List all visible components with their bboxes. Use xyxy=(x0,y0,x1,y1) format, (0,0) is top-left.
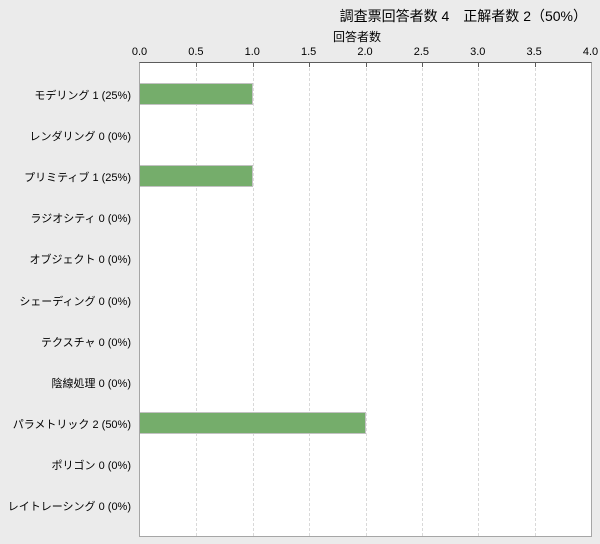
x-tick-mark xyxy=(421,63,423,67)
category-label: テクスチャ 0 (0%) xyxy=(40,336,131,349)
gridline xyxy=(534,63,536,536)
category-label: ポリゴン 0 (0%) xyxy=(51,460,131,473)
x-tick-label: 0.5 xyxy=(188,46,204,58)
x-tick-label: 3.0 xyxy=(470,46,486,58)
gridline xyxy=(252,63,254,536)
x-tick-mark xyxy=(309,63,311,67)
x-tick-mark xyxy=(252,63,254,67)
x-tick-mark xyxy=(478,63,480,67)
bar-モデリング xyxy=(140,82,253,105)
gridline xyxy=(365,63,367,536)
gridline xyxy=(309,63,311,536)
gridline xyxy=(478,63,480,536)
bar-パラメトリック xyxy=(140,412,366,435)
x-tick-label: 4.0 xyxy=(582,46,599,58)
category-label: オブジェクト 0 (0%) xyxy=(29,254,131,267)
x-tick-label: 3.5 xyxy=(526,46,542,58)
plot-area xyxy=(139,62,592,537)
x-tick-label: 2.5 xyxy=(413,46,430,58)
category-label: 陰線処理 0 (0%) xyxy=(51,377,131,390)
category-label: プリミティブ 1 (25%) xyxy=(24,171,131,184)
category-label: レンダリング 0 (0%) xyxy=(29,130,131,143)
chart-title: 調査票回答者数 4 正解者数 2（50%） xyxy=(339,8,587,24)
x-tick-label: 2.0 xyxy=(357,46,373,58)
x-tick-label: 1.5 xyxy=(300,46,317,58)
gridline xyxy=(421,63,423,536)
bar-プリミティブ xyxy=(140,164,253,187)
category-label: ラジオシティ 0 (0%) xyxy=(30,213,131,226)
gridline xyxy=(196,63,198,536)
x-tick-mark xyxy=(365,63,367,67)
x-tick-label: 1.0 xyxy=(244,46,260,58)
category-label: シェーディング 0 (0%) xyxy=(19,295,131,308)
category-label: パラメトリック 2 (50%) xyxy=(12,419,131,432)
x-tick-label: 0.0 xyxy=(131,46,148,58)
x-tick-mark xyxy=(534,63,536,67)
x-tick-mark xyxy=(196,63,198,67)
category-label: レイトレーシング 0 (0%) xyxy=(7,501,131,514)
x-axis-title: 回答者数 xyxy=(333,30,382,44)
category-label: モデリング 1 (25%) xyxy=(34,89,131,102)
